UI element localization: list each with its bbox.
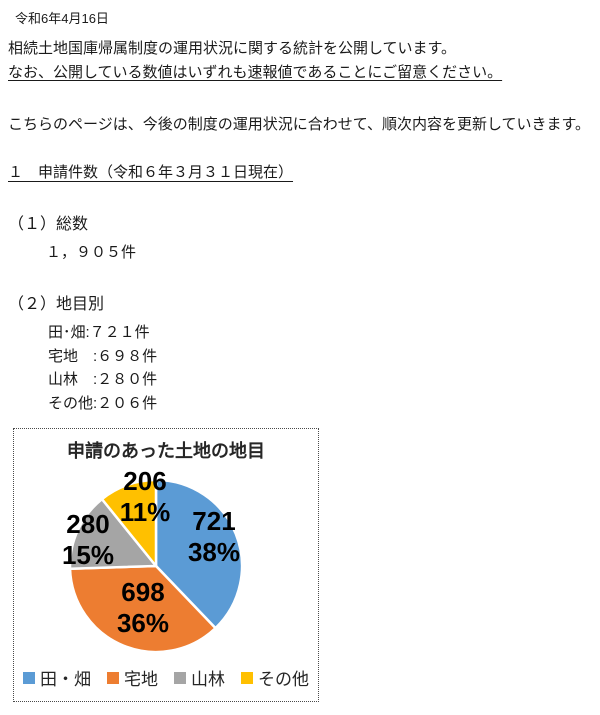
pie-slice-1 [68,564,217,654]
legend-swatch-icon [23,671,35,684]
pie-label-value: 698 [121,577,165,607]
list-item-tahata: 田･畑:７２１件 [48,324,150,341]
chart-legend: 田・畑 宅地 山林 その他 [14,665,318,690]
legend-item-takuchi: 宅地 [107,665,158,690]
pie-chart [68,478,244,654]
intro-line: 相続土地国庫帰属制度の運用状況に関する統計を公開しています。 [8,40,457,57]
pie-label-value: 206 [123,466,167,496]
chart-title: 申請のあった土地の地目 [67,441,265,461]
pie-label-sonota: 206 11% [120,466,171,528]
publish-date: 令和6年4月16日 [15,11,109,26]
legend-label: 田・畑 [40,670,91,689]
legend-item-tahata: 田・畑 [23,665,91,690]
pie-label-tahata: 721 38% [188,506,240,568]
legend-swatch-icon [174,671,186,684]
pie-label-percent: 36% [116,608,170,638]
list-item-sonota: その他:２０６件 [48,394,158,412]
pie-label-takuchi: 698 36% [117,577,169,639]
legend-label: 山林 [191,670,225,689]
section-heading: １ 申請件数（令和６年３月３１日現在） [8,164,294,181]
list-item-sanrin: 山林 :２８０件 [48,371,158,388]
by-category-label: （２）地目別 [8,296,105,313]
pie-slice-3 [100,478,158,568]
pie-label-value: 280 [66,509,110,539]
legend-item-sanrin: 山林 [174,665,225,690]
update-note: こちらのページは、今後の制度の運用状況に合わせて、順次内容を更新していきます。 [8,116,591,133]
legend-item-sonota: その他 [241,665,309,690]
list-item-takuchi: 宅地 :６９８件 [48,347,158,365]
pie-label-sanrin: 280 15% [62,509,114,571]
total-count-label: （１）総数 [8,216,89,233]
notice-line: なお、公開している数値はいずれも速報値であることにご留意ください。 [8,64,503,81]
pie-label-percent: 38% [187,537,241,567]
intro-paragraph: 相続土地国庫帰属制度の運用状況に関する統計を公開しています。 なお、公開している… [8,37,600,85]
total-count-value: １，９０５件 [46,244,137,261]
pie-label-percent: 11% [119,497,171,527]
pie-slice-0 [154,478,244,630]
legend-label: 宅地 [124,670,158,689]
category-list: 田･畑:７２１件 宅地 :６９８件 山林 :２８０件 その他:２０６件 [48,321,600,415]
pie-label-value: 721 [192,506,236,536]
pie-label-percent: 15% [61,540,115,570]
pie-chart-container: 申請のあった土地の地目 721 38% 698 36% 280 15% 206 … [13,428,319,702]
legend-label: その他 [258,670,309,689]
pie-slice-2 [68,497,158,571]
legend-swatch-icon [107,671,119,684]
legend-swatch-icon [241,671,253,684]
